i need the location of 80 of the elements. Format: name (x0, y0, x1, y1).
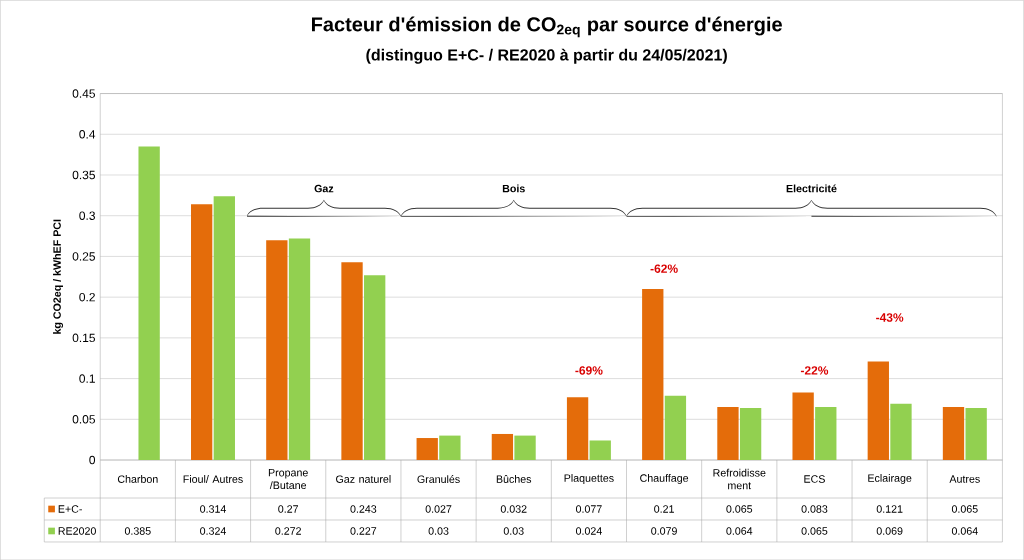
x-tick-label: Refroidisse ment (713, 468, 766, 490)
data-label: 0.03 (503, 527, 524, 535)
bar (739, 407, 762, 460)
annotation: Electricité (786, 184, 837, 193)
y-tick-label: 0.05 (72, 414, 96, 424)
data-label: 0.121 (876, 505, 903, 513)
data-label: 0.324 (200, 527, 227, 535)
y-tick-label: 0.4 (79, 129, 96, 139)
bar (288, 238, 311, 460)
bar (439, 435, 461, 460)
data-label: 0.065 (951, 505, 978, 513)
bar (514, 435, 536, 460)
data-label: 0.064 (726, 527, 753, 535)
bar (664, 395, 687, 460)
x-tick-label: ECS (804, 475, 825, 483)
data-label: 0.079 (651, 527, 677, 535)
y-axis-title: kg CO2eq / kWhEF PCI (53, 219, 64, 334)
bar (191, 204, 213, 460)
y-tick-label: 0.1 (79, 374, 95, 383)
bar (642, 288, 664, 460)
bar (364, 275, 386, 460)
bar (965, 407, 987, 460)
bar (815, 406, 837, 460)
annotation: -43% (876, 313, 904, 322)
x-tick-label: Chauffage (640, 473, 689, 484)
annotation: Bois (502, 184, 525, 193)
x-tick-label: Granulés (417, 474, 460, 483)
bar (942, 406, 965, 460)
annotation: -22% (800, 366, 829, 375)
legend-label: RE2020 (58, 527, 96, 535)
legend-label: E+C- (58, 505, 82, 513)
data-label: 0.024 (575, 527, 602, 535)
y-tick-label: 0.25 (72, 252, 96, 261)
data-label: 0.227 (350, 527, 377, 535)
x-tick-label: Propane /Butane (268, 468, 308, 489)
y-tick-label: 0.15 (72, 333, 96, 343)
bar (491, 433, 514, 460)
data-label: 0.314 (200, 505, 227, 513)
bar (341, 262, 363, 460)
bar (566, 397, 589, 460)
data-label: 0.385 (124, 527, 151, 535)
x-tick-label: Charbon (117, 474, 158, 483)
bar (867, 361, 889, 460)
x-tick-label: Bûches (496, 474, 532, 483)
data-label: 0.069 (876, 527, 903, 535)
data-label: 0.064 (951, 527, 978, 535)
y-tick-label: 0.45 (72, 89, 96, 98)
bar (266, 240, 288, 460)
bar (416, 437, 438, 460)
y-tick-label: 0.35 (72, 170, 96, 180)
x-tick-label: Eclairage (868, 473, 912, 484)
bar (717, 406, 739, 460)
annotation: -69% (575, 366, 603, 375)
data-label: 0.21 (654, 505, 674, 513)
data-label: 0.077 (575, 505, 602, 513)
data-label: 0.083 (801, 505, 828, 513)
data-label: 0.065 (801, 527, 828, 535)
chart-subtitle: (distinguo E+C- / RE2020 à partir du 24/05/2021) (366, 48, 727, 64)
chart-title: Facteur d'émission de CO$_{2eq}$ par source d'énergie (312, 16, 782, 38)
bar (213, 196, 235, 460)
bar (792, 392, 814, 460)
data-label: 0.243 (350, 505, 377, 513)
data-label: 0.065 (726, 505, 753, 513)
data-label: 0.272 (275, 527, 301, 535)
annotation: -62% (650, 264, 678, 273)
y-tick-label: 0 (89, 455, 96, 465)
data-label: 0.027 (425, 505, 452, 513)
y-tick-label: 0.2 (79, 292, 95, 302)
bar (890, 403, 912, 460)
x-tick-label: Plaquettes (564, 473, 614, 484)
x-tick-label: Fioul/ Autres (183, 474, 243, 483)
x-tick-label: Gaz naturel (336, 474, 391, 483)
bar (589, 440, 611, 460)
bar (138, 146, 160, 460)
data-label: 0.032 (500, 505, 527, 513)
annotation: Gaz (314, 184, 334, 193)
x-tick-label: Autres (949, 475, 980, 483)
data-label: 0.27 (278, 505, 299, 513)
y-tick-label: 0.3 (79, 211, 95, 220)
data-label: 0.03 (428, 527, 449, 535)
